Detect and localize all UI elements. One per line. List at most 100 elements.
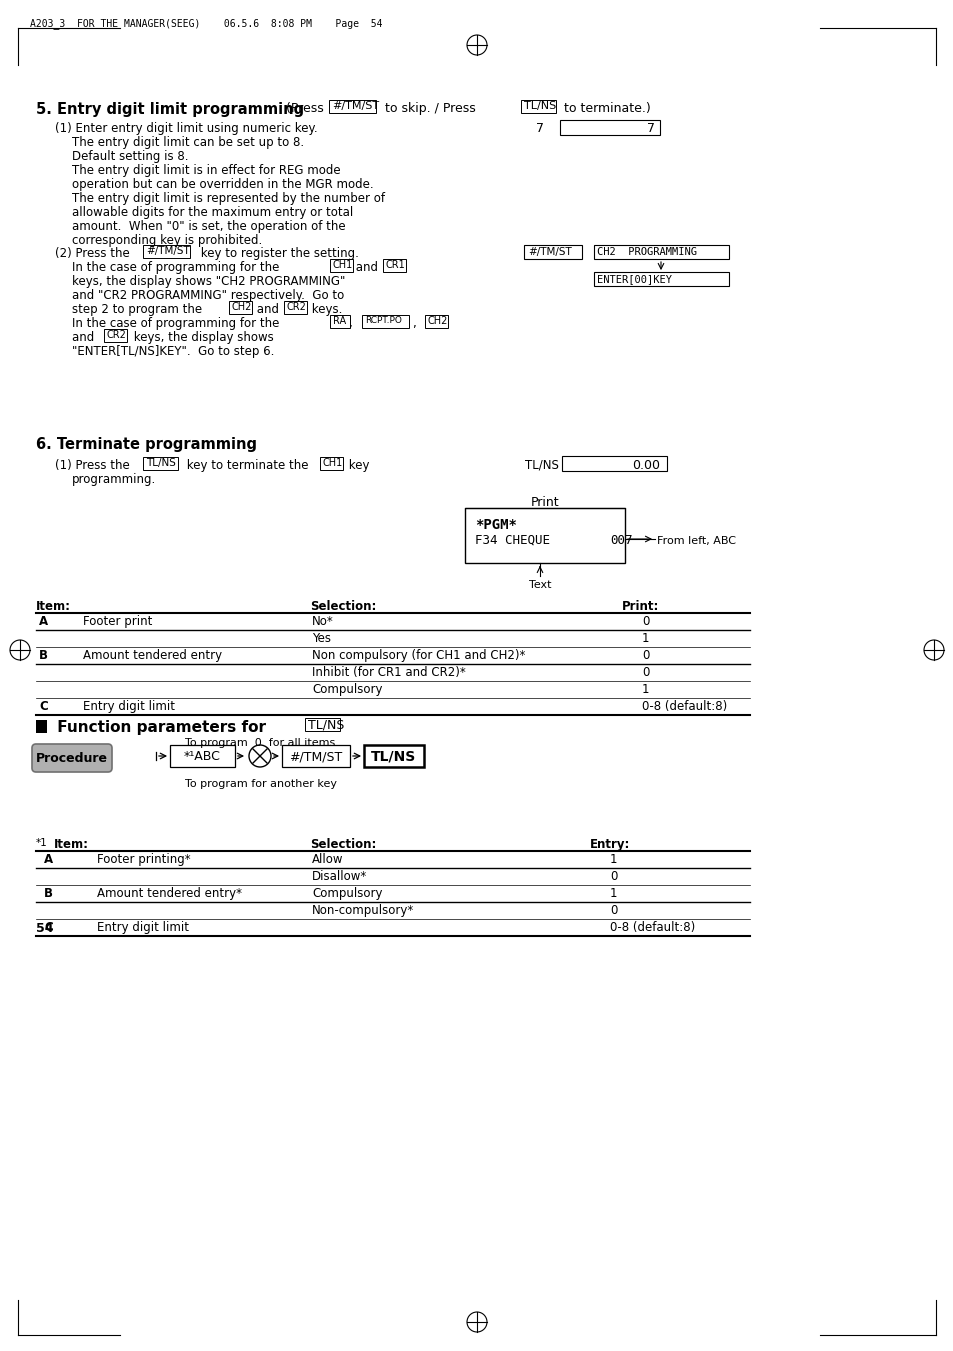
Text: RA: RA: [333, 316, 346, 326]
Text: 007: 007: [609, 534, 632, 547]
Text: CH2: CH2: [232, 303, 253, 312]
Text: Text: Text: [528, 580, 551, 590]
Text: The entry digit limit is represented by the number of: The entry digit limit is represented by …: [71, 192, 385, 205]
Text: to skip. / Press: to skip. / Press: [380, 101, 479, 115]
Text: B: B: [39, 648, 48, 662]
Text: key to register the setting.: key to register the setting.: [196, 247, 358, 259]
Text: (Press: (Press: [282, 101, 328, 115]
Text: No*: No*: [312, 615, 334, 628]
Text: #/TM/ST: #/TM/ST: [527, 247, 571, 257]
Text: 6. Terminate programming: 6. Terminate programming: [36, 436, 256, 453]
Bar: [594, 272, 728, 286]
Text: #/TM/ST: #/TM/ST: [332, 101, 378, 111]
Text: F34 CHEQUE: F34 CHEQUE: [475, 534, 550, 547]
Text: keys, the display shows "CH2 PROGRAMMING": keys, the display shows "CH2 PROGRAMMING…: [71, 276, 345, 288]
Text: The entry digit limit is in effect for REG mode: The entry digit limit is in effect for R…: [71, 163, 340, 177]
Text: Inhibit (for CR1 and CR2)*: Inhibit (for CR1 and CR2)*: [312, 666, 465, 680]
Text: allowable digits for the maximum entry or total: allowable digits for the maximum entry o…: [71, 205, 353, 219]
Bar: [36, 720, 47, 734]
Bar: [282, 744, 350, 767]
Text: operation but can be overridden in the MGR mode.: operation but can be overridden in the M…: [71, 178, 374, 190]
Text: CH2: CH2: [428, 316, 448, 326]
Bar: [104, 330, 128, 342]
Bar: [559, 120, 659, 135]
Text: amount.  When "0" is set, the operation of the: amount. When "0" is set, the operation o…: [71, 220, 345, 232]
Text: TL/NS: TL/NS: [146, 458, 175, 467]
Text: Compulsory: Compulsory: [312, 684, 382, 696]
Text: Item:: Item:: [36, 600, 71, 613]
Text: CR1: CR1: [386, 259, 405, 270]
Bar: [284, 301, 307, 313]
Bar: [330, 259, 353, 272]
Text: 7: 7: [536, 122, 543, 135]
FancyBboxPatch shape: [32, 744, 112, 771]
Text: A203_3  FOR THE MANAGER(SEEG)    06.5.6  8:08 PM    Page  54: A203_3 FOR THE MANAGER(SEEG) 06.5.6 8:08…: [30, 18, 382, 28]
Text: 0: 0: [609, 870, 617, 884]
Text: and "CR2 PROGRAMMING" respectively.  Go to: and "CR2 PROGRAMMING" respectively. Go t…: [71, 289, 344, 303]
Text: Yes: Yes: [312, 632, 331, 644]
Text: Footer print: Footer print: [83, 615, 152, 628]
Text: Compulsory: Compulsory: [312, 888, 382, 900]
Bar: [594, 245, 728, 259]
Text: Selection:: Selection:: [310, 838, 376, 851]
Text: 5. Entry digit limit programming: 5. Entry digit limit programming: [36, 101, 304, 118]
Text: Entry digit limit: Entry digit limit: [83, 700, 174, 713]
Text: to terminate.): to terminate.): [559, 101, 650, 115]
Text: To program  0  for all items: To program 0 for all items: [185, 738, 335, 748]
Text: Footer printing*: Footer printing*: [97, 852, 191, 866]
Text: 0.00: 0.00: [631, 459, 659, 471]
Text: 0-8 (default:8): 0-8 (default:8): [641, 700, 726, 713]
Text: keys, the display shows: keys, the display shows: [130, 331, 274, 345]
Text: 0: 0: [641, 648, 649, 662]
Text: Print: Print: [530, 496, 558, 509]
Text: Entry:: Entry:: [589, 838, 630, 851]
Text: Allow: Allow: [312, 852, 343, 866]
Text: *1: *1: [36, 838, 48, 848]
Text: 0: 0: [641, 615, 649, 628]
Text: ,: ,: [349, 317, 356, 330]
Bar: [561, 457, 666, 471]
Text: A: A: [44, 852, 53, 866]
Bar: [143, 457, 178, 470]
Text: Print:: Print:: [621, 600, 659, 613]
Text: ENTER[00]KEY: ENTER[00]KEY: [597, 274, 671, 284]
Bar: [361, 315, 408, 328]
Text: TL/NS: TL/NS: [524, 459, 558, 471]
Text: 0: 0: [609, 904, 617, 917]
Text: corresponding key is prohibited.: corresponding key is prohibited.: [71, 234, 262, 247]
Text: Function parameters for: Function parameters for: [52, 720, 266, 735]
Text: CH1: CH1: [333, 259, 353, 270]
Text: (1) Enter entry digit limit using numeric key.: (1) Enter entry digit limit using numeri…: [55, 122, 317, 135]
Text: A: A: [39, 615, 48, 628]
Text: #/TM/ST: #/TM/ST: [146, 246, 190, 255]
Text: 1: 1: [609, 852, 617, 866]
Text: programming.: programming.: [71, 473, 156, 486]
Text: 1: 1: [641, 632, 649, 644]
Text: CH2  PROGRAMMING: CH2 PROGRAMMING: [597, 247, 697, 257]
Text: Disallow*: Disallow*: [312, 870, 367, 884]
Bar: [364, 744, 423, 767]
Text: In the case of programming for the: In the case of programming for the: [71, 317, 283, 330]
Bar: [229, 301, 253, 313]
Text: *PGM*: *PGM*: [475, 517, 517, 532]
Text: Item:: Item:: [54, 838, 89, 851]
Text: From left, ABC: From left, ABC: [657, 536, 735, 546]
Text: Procedure: Procedure: [36, 753, 108, 765]
Text: TL/NS: TL/NS: [308, 719, 344, 732]
Bar: [464, 508, 624, 563]
Text: CR2: CR2: [287, 303, 307, 312]
Text: and: and: [253, 303, 282, 316]
Text: (2) Press the: (2) Press the: [55, 247, 133, 259]
Text: 1: 1: [641, 684, 649, 696]
Text: key: key: [345, 459, 369, 471]
Text: Non-compulsory*: Non-compulsory*: [312, 904, 414, 917]
Text: keys.: keys.: [308, 303, 342, 316]
Text: 54: 54: [36, 921, 53, 935]
Text: Entry digit limit: Entry digit limit: [97, 921, 189, 934]
Bar: [382, 259, 406, 272]
Bar: [305, 717, 339, 731]
Text: *¹ABC: *¹ABC: [183, 750, 220, 763]
Text: 0-8 (default:8): 0-8 (default:8): [609, 921, 695, 934]
Bar: [330, 315, 350, 328]
Text: C: C: [44, 921, 52, 934]
